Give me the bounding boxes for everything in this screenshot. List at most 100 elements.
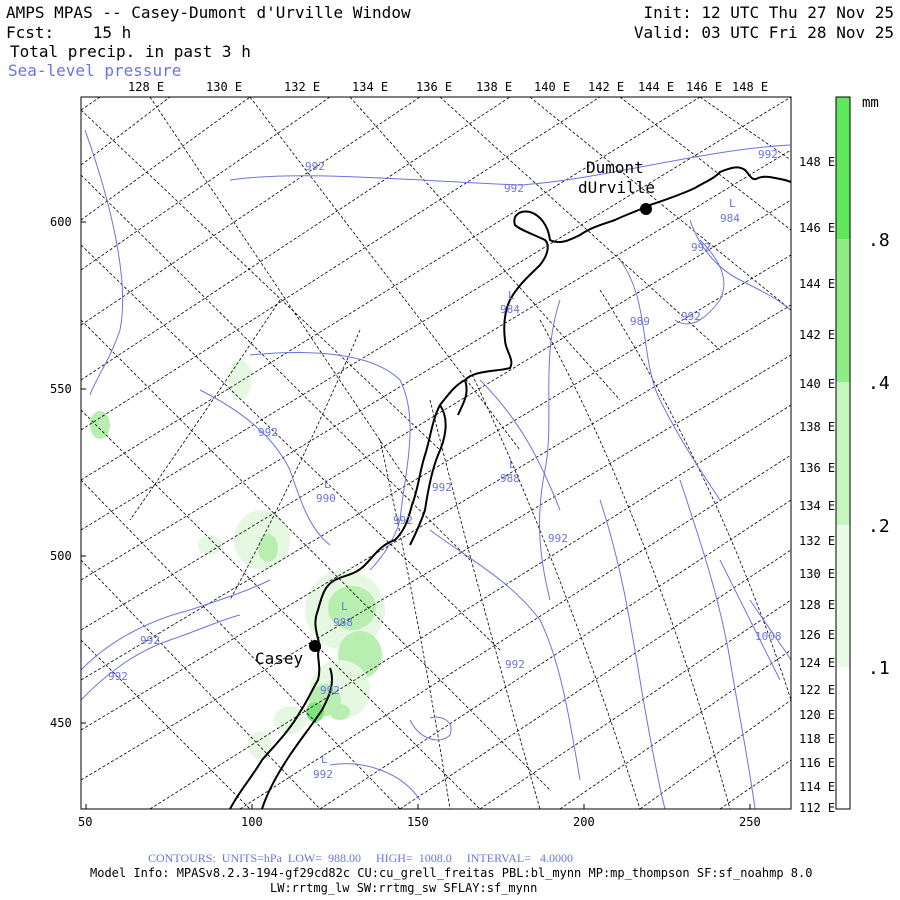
precip-shading [90, 360, 385, 759]
right-tick-label: 144 E [799, 277, 835, 291]
right-tick-label: 126 E [799, 628, 835, 642]
bottom-tick-label: 50 [78, 815, 92, 829]
right-tick-label: 122 E [799, 683, 835, 697]
colorbar-unit: mm [862, 95, 879, 111]
colorbar-segment-0 [836, 667, 850, 809]
right-tick-label: 128 E [799, 598, 835, 612]
contour-label: 992 [305, 160, 325, 173]
right-axis: 148 E 146 E 144 E 142 E 140 E 138 E 136 … [799, 155, 835, 815]
contour-label: 1008 [755, 630, 782, 643]
colorbar-level: .2 [868, 516, 890, 537]
station-casey-label: Casey [255, 649, 304, 668]
contour-label: 992 [504, 182, 524, 195]
map-frame [80, 96, 792, 810]
contour-label: 992 [681, 310, 701, 323]
top-tick-label: 134 E [352, 80, 388, 94]
right-tick-label: 118 E [799, 732, 835, 746]
left-tick-label: 550 [50, 382, 72, 396]
right-tick-label: 114 E [799, 780, 835, 794]
contour-label: 984 [720, 212, 740, 225]
right-tick-label: 132 E [799, 534, 835, 548]
colorbar-level: .8 [868, 230, 890, 251]
top-tick-label: 140 E [534, 80, 570, 94]
contour-label: 988 [500, 472, 520, 485]
model-info-2: LW:rrtmg_lw SW:rrtmg_sw SFLAY:sf_mynn [270, 881, 538, 895]
left-tick-label: 450 [50, 716, 72, 730]
contour-label: 992 [505, 658, 525, 671]
right-tick-label: 136 E [799, 461, 835, 475]
contour-label: 992 [758, 148, 778, 161]
top-tick-label: 130 E [206, 80, 242, 94]
valid-time: Valid: 03 UTC Fri 28 Nov 25 [633, 23, 894, 42]
top-tick-label: 148 E [732, 80, 768, 94]
station-dumont-durville-dot [640, 203, 652, 215]
right-tick-label: 124 E [799, 656, 835, 670]
top-tick-label: 142 E [588, 80, 624, 94]
contour-label: 992 [108, 670, 128, 683]
colorbar-segment-0.2 [836, 382, 850, 525]
right-tick-label: 148 E [799, 155, 835, 169]
contour-label: 992 [258, 426, 278, 439]
right-tick-label: 138 E [799, 420, 835, 434]
colorbar-level: .4 [868, 373, 890, 394]
left-axis: 600 550 500 450 [50, 215, 72, 730]
overlay-name: Sea-level pressure [8, 61, 182, 80]
colorbar-segment-0.1 [836, 525, 850, 667]
model-info: Model Info: MPASv8.2.3-194-gf29cd82c CU:… [90, 866, 813, 880]
colorbar-segment-0.4 [836, 239, 850, 382]
right-tick-label: 142 E [799, 328, 835, 342]
bottom-axis: 50 100 150 200 250 [78, 815, 761, 829]
low-marker: L [509, 458, 516, 471]
contour-labels: 992 992 992 992 992 992 992 992 992 992 … [108, 148, 782, 697]
graticule [81, 97, 791, 809]
contour-label: 988 [333, 616, 353, 629]
contour-label: 992 [140, 634, 160, 647]
contour-label: 992 [320, 684, 340, 697]
contour-label: 992 [393, 514, 413, 527]
contour-label: 992 [313, 768, 333, 781]
low-markers: L L L L L L [321, 197, 736, 766]
low-marker: L [324, 478, 331, 491]
bottom-tick-label: 150 [407, 815, 429, 829]
top-tick-label: 146 E [686, 80, 722, 94]
top-axis: 128 E 130 E 132 E 134 E 136 E 138 E 140 … [128, 80, 768, 94]
contour-label: 992 [432, 481, 452, 494]
right-tick-label: 112 E [799, 801, 835, 815]
bottom-tick-label: 250 [739, 815, 761, 829]
left-ticks [81, 221, 751, 809]
top-tick-label: 128 E [128, 80, 164, 94]
right-tick-label: 140 E [799, 377, 835, 391]
colorbar: mm .1 .2 .4 .8 [835, 95, 890, 810]
station-casey-dot [309, 640, 321, 652]
colorbar-frame [835, 96, 851, 810]
slp-contours [81, 129, 791, 809]
right-tick-label: 130 E [799, 567, 835, 581]
low-marker: L [508, 289, 515, 302]
right-tick-label: 134 E [799, 499, 835, 513]
low-marker: L [729, 197, 736, 210]
contour-label: 992 [548, 532, 568, 545]
right-tick-label: 120 E [799, 708, 835, 722]
map-title: AMPS MPAS -- Casey-Dumont d'Urville Wind… [6, 3, 411, 22]
colorbar-segment-0.8 [836, 97, 850, 239]
top-tick-label: 138 E [476, 80, 512, 94]
right-tick-label: 146 E [799, 221, 835, 235]
bottom-tick-label: 200 [573, 815, 595, 829]
init-time: Init: 12 UTC Thu 27 Nov 25 [643, 3, 894, 22]
contour-label: 992 [691, 241, 711, 254]
station-dumont-label-1: Dumont [586, 158, 644, 177]
bottom-tick-label: 100 [241, 815, 263, 829]
right-tick-label: 116 E [799, 756, 835, 770]
contour-info: CONTOURS: UNITS=hPa LOW= 988.00 HIGH= 10… [148, 851, 573, 865]
left-tick-label: 500 [50, 549, 72, 563]
contour-label: 990 [316, 492, 336, 505]
forecast-hour: Fcst: 15 h [6, 23, 132, 42]
colorbar-level: .1 [868, 658, 890, 679]
station-dumont-label-2: dUrville [578, 178, 655, 197]
top-tick-label: 132 E [284, 80, 320, 94]
left-tick-label: 600 [50, 215, 72, 229]
top-tick-label: 144 E [638, 80, 674, 94]
low-marker: L [341, 600, 348, 613]
contour-label: 989 [630, 315, 650, 328]
